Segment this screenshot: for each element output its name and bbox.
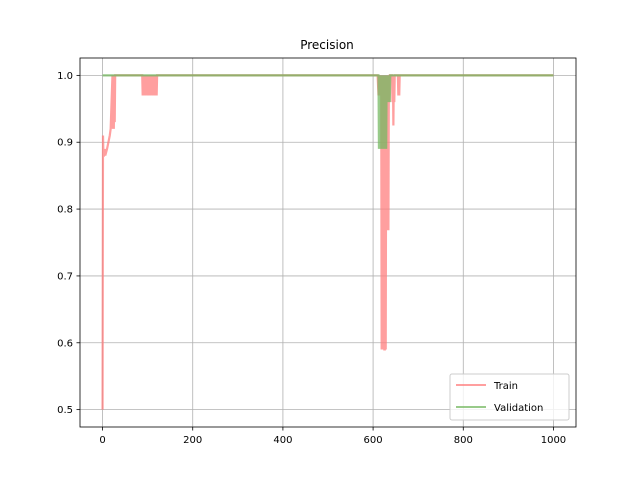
legend-label-validation: Validation — [494, 403, 543, 414]
chart-title: Precision — [300, 38, 354, 52]
y-tick-label: 0.7 — [57, 271, 73, 282]
plot-frame — [79, 57, 577, 428]
series-layer — [101, 74, 554, 410]
y-axis: 0.5 0.6 0.7 0.8 0.9 1.0 — [57, 71, 80, 416]
y-tick-label: 0.6 — [57, 338, 73, 349]
legend: Train Validation — [449, 373, 570, 421]
series-line-validation — [102, 74, 554, 149]
y-tick-label: 1.0 — [57, 71, 73, 82]
x-tick-label: 400 — [273, 435, 292, 446]
y-tick-label: 0.5 — [57, 405, 73, 416]
x-tick-label: 600 — [364, 435, 383, 446]
legend-label-train: Train — [493, 381, 518, 392]
x-axis: 0 200 400 600 800 1000 — [99, 427, 566, 446]
grid — [80, 58, 576, 427]
y-tick-label: 0.8 — [57, 205, 73, 216]
x-tick-label: 0 — [99, 435, 105, 446]
x-tick-label: 800 — [454, 435, 473, 446]
x-tick-label: 200 — [183, 435, 202, 446]
x-tick-label: 1000 — [541, 435, 566, 446]
y-tick-label: 0.9 — [57, 138, 73, 149]
